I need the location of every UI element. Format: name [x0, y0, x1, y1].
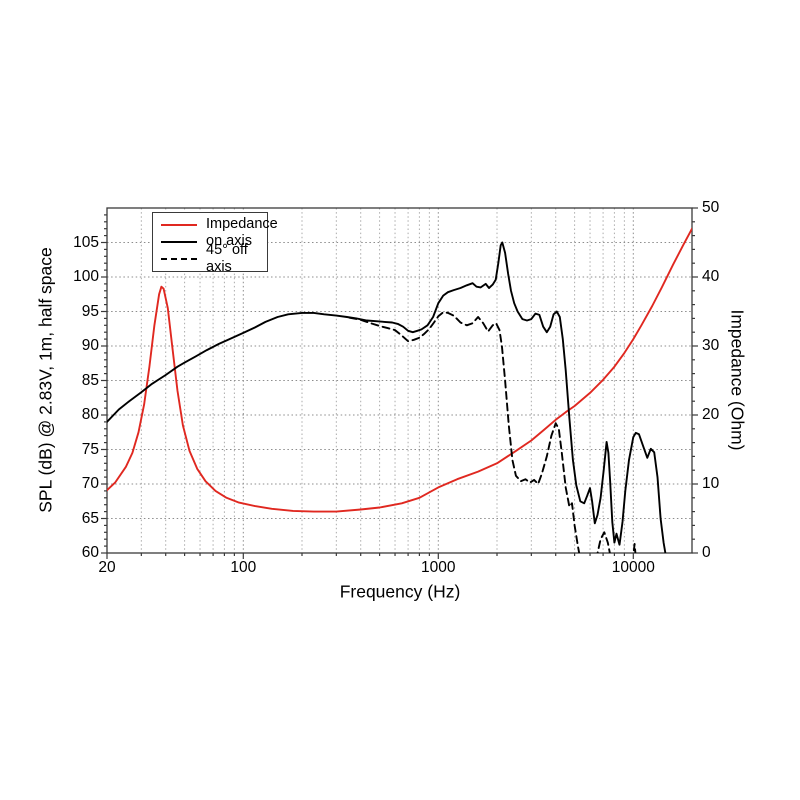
y-left-tick-label: 70 — [81, 475, 99, 492]
legend: Impedance on axis 45° off axis — [152, 212, 278, 275]
y-left-tick-label: 90 — [81, 337, 99, 354]
on-axis-line-sample — [161, 240, 197, 243]
y-left-axis-label: SPL (dB) @ 2.83V, 1m, half space — [35, 247, 56, 513]
y-right-axis-label: Impedance (Ohm) — [727, 309, 748, 451]
y-left-tick-label: 100 — [73, 268, 99, 285]
series-45-off-axis — [348, 311, 637, 553]
legend-item-impedance: Impedance — [153, 216, 278, 233]
y-right-tick-label: 50 — [702, 199, 720, 216]
y-left-tick-label: 95 — [81, 302, 99, 320]
impedance-line-sample — [161, 223, 197, 226]
y-left-tick-label: 65 — [81, 509, 99, 527]
series-on-axis — [107, 241, 667, 553]
x-tick-label: 20 — [98, 559, 116, 576]
off-axis-line-sample — [161, 257, 197, 260]
x-tick-label: 100 — [230, 559, 257, 576]
y-right-tick-label: 20 — [702, 406, 720, 423]
x-tick-label: 1000 — [421, 559, 456, 576]
x-tick-label: 10000 — [611, 559, 655, 576]
y-left-tick-label: 80 — [81, 406, 99, 423]
y-right-tick-label: 30 — [702, 337, 720, 354]
y-left-tick-label: 105 — [73, 233, 99, 251]
y-left-tick-label: 75 — [81, 440, 99, 458]
y-right-tick-label: 10 — [702, 475, 720, 492]
y-left-tick-label: 60 — [81, 544, 99, 561]
x-axis-label: Frequency (Hz) — [339, 581, 461, 602]
legend-label-impedance: Impedance — [206, 216, 278, 232]
legend-item-off-axis: 45° off axis — [153, 242, 267, 275]
y-right-tick-label: 40 — [702, 268, 720, 285]
y-right-tick-label: 0 — [702, 544, 711, 561]
series-impedance — [107, 227, 692, 513]
legend-label-off-axis: 45° off axis — [206, 241, 248, 275]
legend-label-on-axis: on axis — [206, 233, 252, 249]
legend-item-on-axis: on axis — [153, 233, 267, 250]
y-left-tick-label: 85 — [81, 371, 99, 389]
